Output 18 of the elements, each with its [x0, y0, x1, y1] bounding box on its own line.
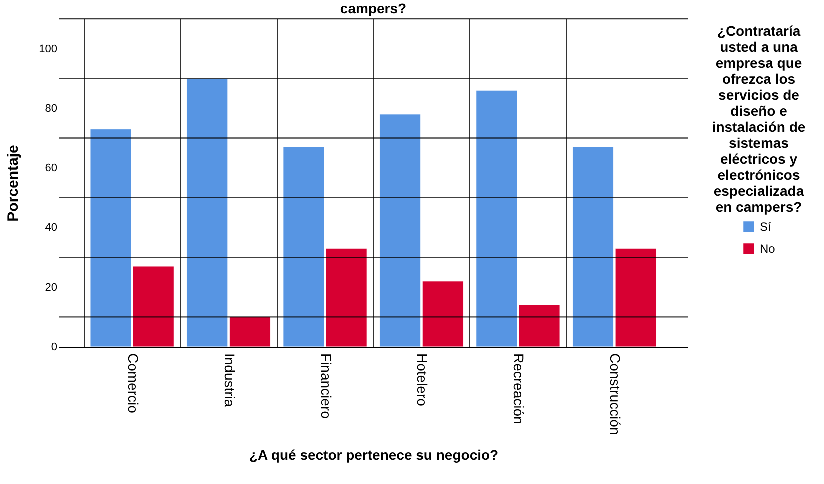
legend-label: No [760, 242, 776, 256]
y-tick-label: 60 [45, 162, 58, 175]
y-tick-label: 20 [45, 282, 58, 294]
x-axis-title: ¿A qué sector pertenece su negocio? [249, 447, 499, 464]
y-tick-label: 80 [45, 102, 58, 115]
x-tick-label: Comercio [125, 354, 142, 414]
x-tick-label: Financiero [318, 354, 334, 420]
x-tick-label: Hotelero [414, 354, 431, 407]
chart-title: campers? [340, 0, 407, 16]
legend-label: Sí [760, 220, 772, 234]
x-tick-label: Recreación [511, 354, 528, 424]
y-tick-label: 0 [51, 342, 58, 354]
x-tick-label: Industria [222, 354, 238, 408]
y-tick-label: 100 [39, 43, 58, 56]
y-tick-label: 40 [45, 222, 58, 234]
x-tick-label: Construcción [608, 354, 624, 436]
text: ¿Contrataría usted a una empresa que ofrezca los servicios de diseño e instalación de sistemas eléctricos y electrónicos especializada en campers? [712, 23, 806, 215]
y-axis-title: Porcentaje [5, 145, 22, 222]
